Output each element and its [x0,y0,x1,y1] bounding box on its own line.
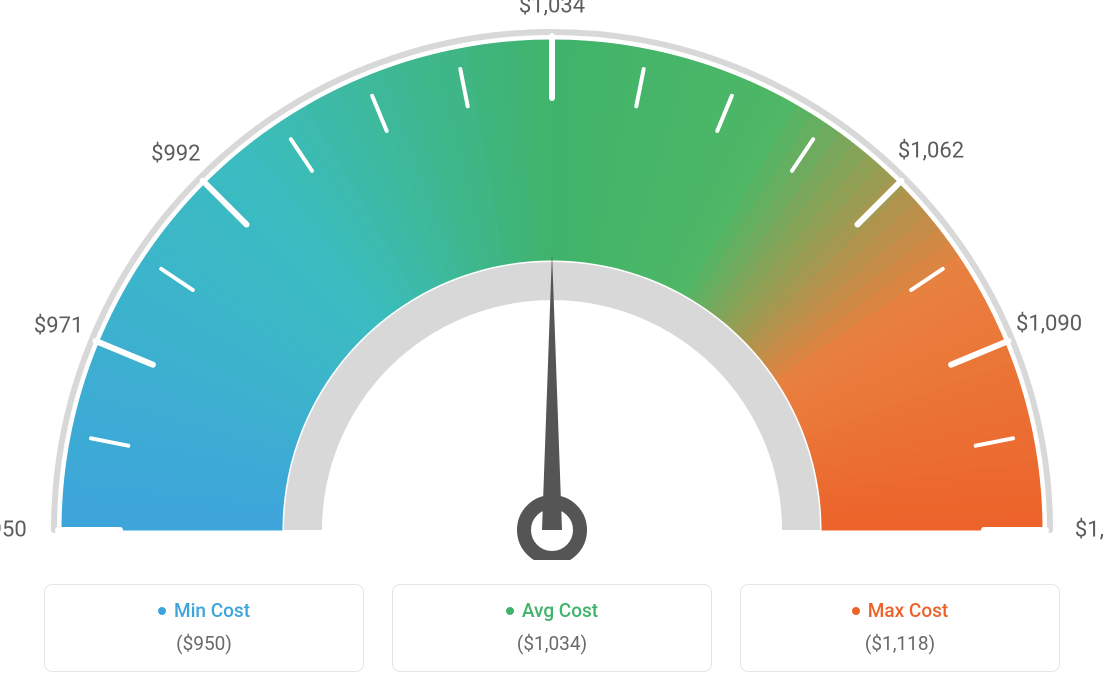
legend-value-max: ($1,118) [751,632,1049,655]
legend-value-avg: ($1,034) [403,632,701,655]
legend-card-avg: Avg Cost ($1,034) [392,584,712,672]
gauge-svg [0,0,1104,560]
legend-title-max: Max Cost [868,599,948,622]
gauge-scale-label: $971 [34,313,83,338]
legend-head-max: Max Cost [751,599,1049,622]
legend-head-avg: Avg Cost [403,599,701,622]
legend-card-min: Min Cost ($950) [44,584,364,672]
gauge-chart: $950 $971 $992 $1,034 $1,062 $1,090 $1,118 [0,0,1104,560]
gauge-scale-label: $1,034 [519,0,585,19]
legend-title-min: Min Cost [174,599,250,622]
legend-row: Min Cost ($950) Avg Cost ($1,034) Max Co… [0,584,1104,672]
gauge-scale-label: $1,090 [1016,312,1082,337]
legend-dot-min [158,607,166,615]
legend-title-avg: Avg Cost [522,599,598,622]
gauge-scale-label: $950 [0,518,27,543]
legend-dot-avg [506,607,514,615]
gauge-scale-label: $1,118 [1075,518,1104,543]
legend-value-min: ($950) [55,632,353,655]
legend-dot-max [852,607,860,615]
legend-card-max: Max Cost ($1,118) [740,584,1060,672]
gauge-scale-label: $1,062 [898,138,964,163]
legend-head-min: Min Cost [55,599,353,622]
gauge-scale-label: $992 [151,141,200,166]
